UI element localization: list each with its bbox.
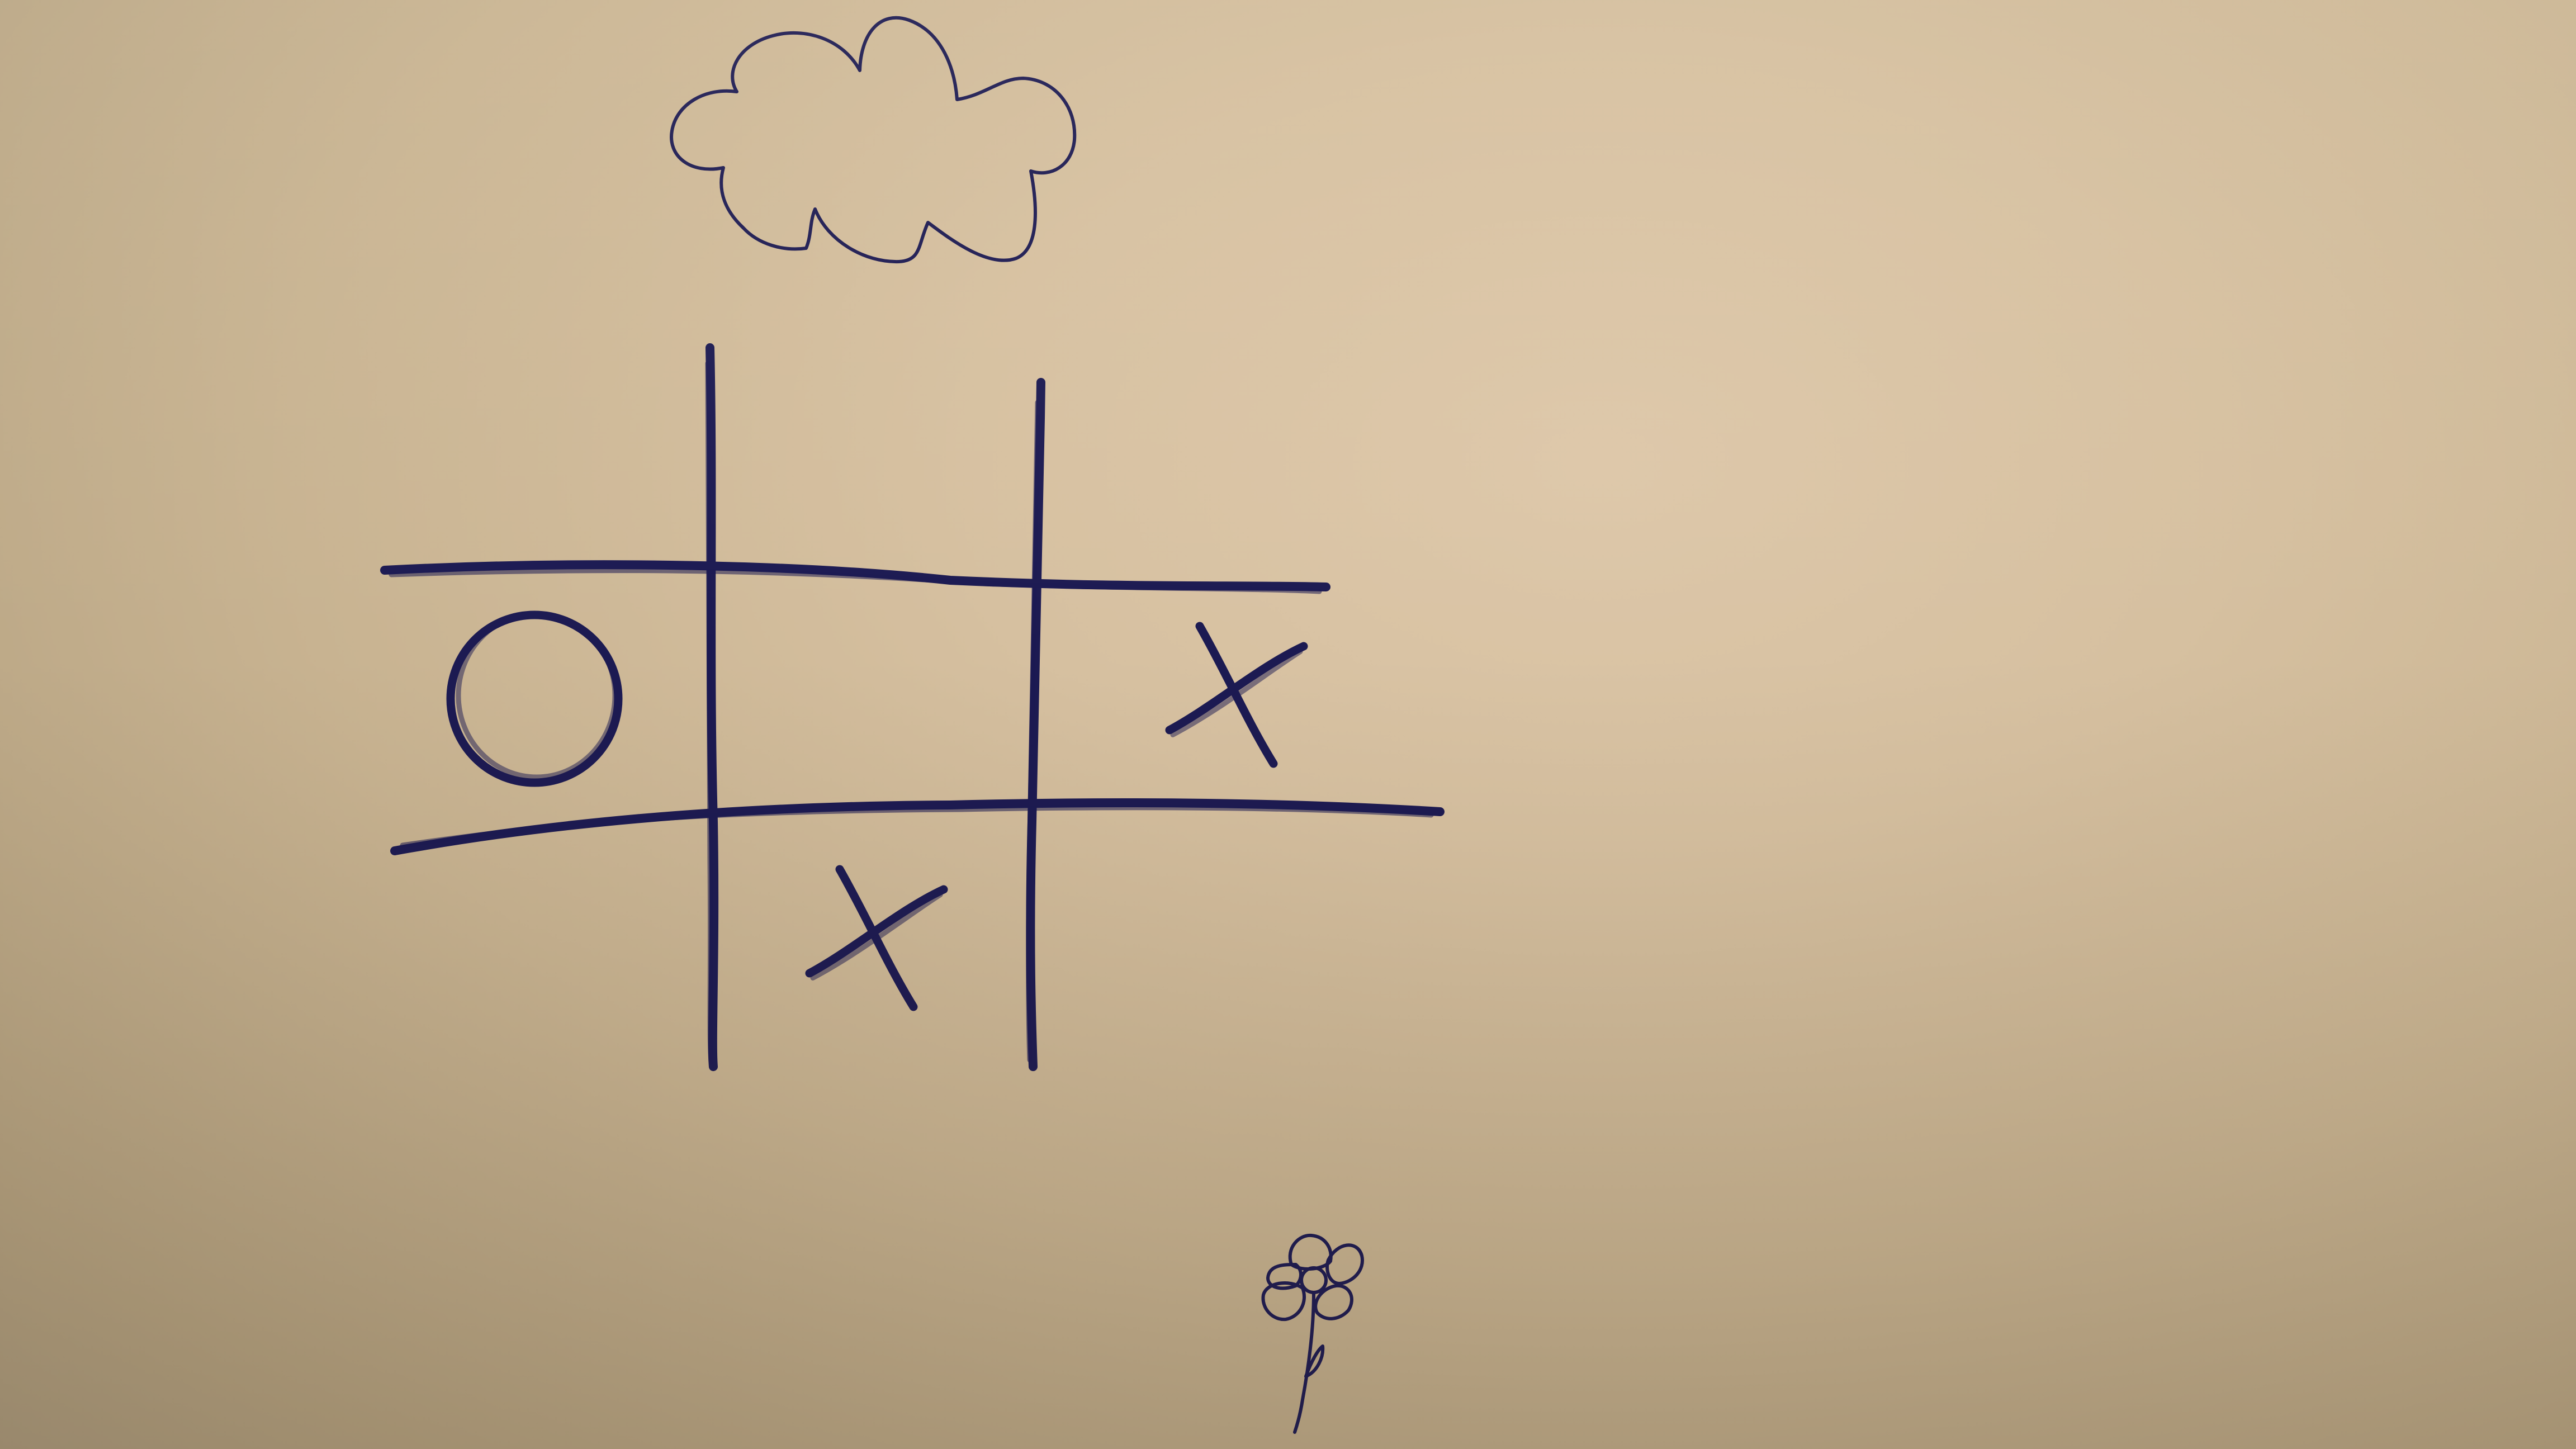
x-mark [1165,622,1308,768]
o-mark [446,610,623,787]
board-cells [402,358,1420,1051]
board-cell-r2-c1[interactable] [402,587,700,799]
board-cell-r1-c1[interactable] [402,358,700,565]
board-cell-r2-c2[interactable] [722,587,1024,799]
flower-petal-bottom-left [1261,1281,1306,1322]
flower-stem [1293,1291,1315,1434]
grid-line-horizontal-top [380,560,1330,594]
board-marks [446,610,1308,1011]
board-cell-r3-c3[interactable] [1046,822,1420,1051]
grid-line-vertical-right [1026,378,1045,1071]
tic-tac-toe-grid [380,343,1445,1071]
cloud-outline [670,16,1077,264]
x-mark [805,865,948,1011]
flower-doodle [1261,1233,1364,1434]
board-cell-r1-c3[interactable] [1046,358,1420,565]
flower-center [1300,1266,1328,1294]
board-cell-r1-c2[interactable] [722,358,1024,565]
grid-line-horizontal-bottom [390,798,1445,855]
grid-line-vertical-left [705,343,719,1071]
flower-leaf [1304,1344,1325,1378]
board-cell-r3-c2[interactable] [722,822,1024,1051]
cloud-doodle [670,16,1077,264]
flower-petal-bottom-right [1314,1284,1353,1320]
flower-petal-right [1325,1243,1364,1285]
board-cell-r2-c3[interactable] [1046,587,1420,799]
board-cell-r3-c1[interactable] [402,822,700,1051]
